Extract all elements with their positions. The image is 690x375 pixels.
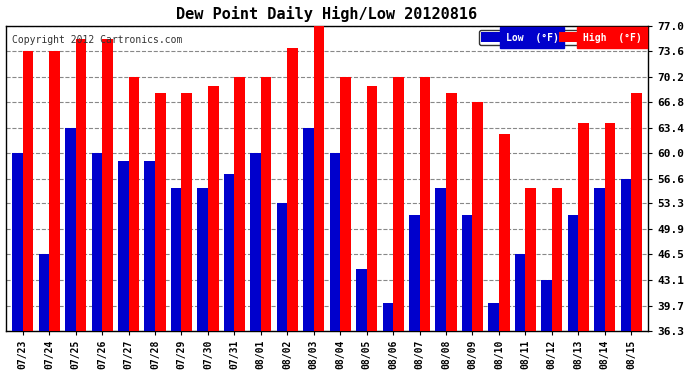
Bar [382,303,393,375]
Bar [489,303,499,375]
Bar [340,76,351,375]
Title: Dew Point Daily High/Low 20120816: Dew Point Daily High/Low 20120816 [177,6,477,21]
Bar [261,76,271,375]
Bar [314,26,324,375]
Bar [303,128,314,375]
Bar [197,188,208,375]
Bar [631,93,642,375]
Bar [541,280,552,375]
Bar [525,188,536,375]
Bar [155,93,166,375]
Bar [552,188,562,375]
Bar [515,255,525,375]
Bar [409,214,420,375]
Bar [473,102,483,375]
Bar [171,188,181,375]
Bar [49,51,60,375]
Bar [65,128,76,375]
Bar [499,134,509,375]
Text: Copyright 2012 Cartronics.com: Copyright 2012 Cartronics.com [12,34,182,45]
Bar [76,39,86,375]
Bar [594,188,604,375]
Bar [118,160,128,375]
Bar [128,76,139,375]
Bar [393,76,404,375]
Bar [23,51,33,375]
Bar [578,123,589,375]
Bar [287,48,298,375]
Bar [277,203,287,375]
Bar [224,174,235,375]
Bar [92,153,102,375]
Bar [208,86,219,375]
Bar [435,188,446,375]
Bar [235,76,245,375]
Bar [366,86,377,375]
Bar [102,39,112,375]
Bar [181,93,192,375]
Bar [462,214,473,375]
Bar [356,269,366,375]
Bar [420,76,430,375]
Bar [604,123,615,375]
Legend: Low  (°F), High  (°F): Low (°F), High (°F) [480,30,644,45]
Bar [620,178,631,375]
Bar [568,214,578,375]
Bar [144,160,155,375]
Bar [39,255,49,375]
Bar [12,153,23,375]
Bar [250,153,261,375]
Bar [446,93,457,375]
Bar [330,153,340,375]
